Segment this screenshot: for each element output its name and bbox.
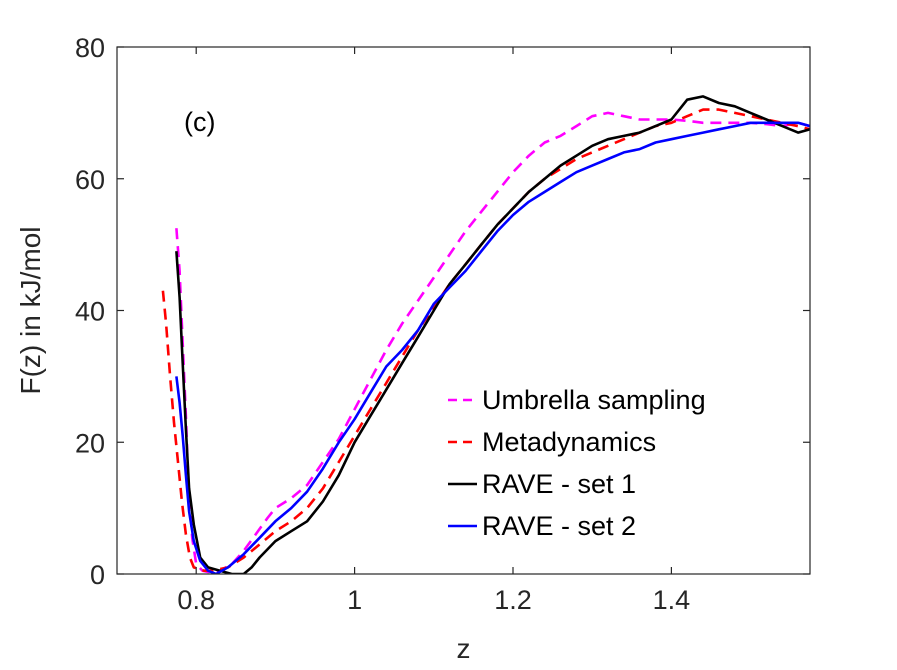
y-tick-label: 40 — [75, 297, 105, 327]
legend-label-2: Metadynamics — [482, 427, 656, 457]
legend-label-1: Umbrella sampling — [482, 385, 706, 415]
y-tick-label: 0 — [90, 560, 105, 590]
y-axis-ticks: 0 20 40 60 80 — [75, 33, 810, 590]
plot-lines — [161, 95, 810, 574]
x-axis-label: z — [457, 633, 471, 664]
series-line-2 — [161, 108, 810, 573]
legend-label-3: RAVE - set 1 — [482, 469, 636, 499]
series-line-4 — [175, 121, 810, 574]
y-tick-label: 60 — [75, 165, 105, 195]
x-tick-label: 1 — [347, 585, 362, 615]
series-line-1 — [175, 111, 810, 574]
y-tick-label: 80 — [75, 33, 105, 63]
x-tick-label: 0.8 — [177, 585, 215, 615]
legend-label-4: RAVE - set 2 — [482, 511, 636, 541]
x-tick-label: 1.4 — [653, 585, 691, 615]
x-axis-ticks: 0.8 1 1.2 1.4 — [177, 47, 690, 615]
panel-label: (c) — [184, 107, 215, 137]
x-tick-label: 1.2 — [494, 585, 532, 615]
y-tick-label: 20 — [75, 428, 105, 458]
y-axis-label: F(z) in kJ/mol — [15, 227, 46, 395]
axes-box — [116, 46, 811, 575]
series-line-3 — [175, 95, 810, 574]
legend: Umbrella sampling Metadynamics RAVE - set … — [448, 385, 706, 541]
